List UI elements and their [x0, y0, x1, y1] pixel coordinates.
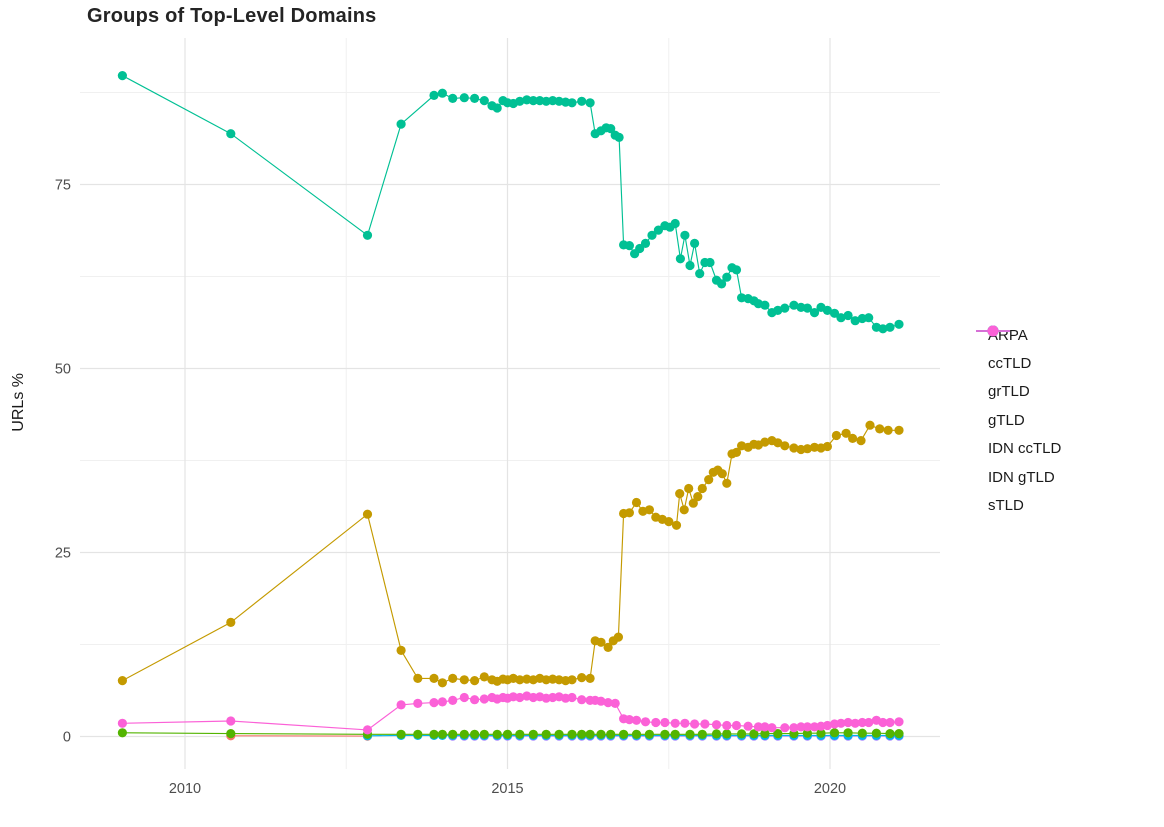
- y-axis-tick-labels: 0 25 50 75: [55, 178, 71, 746]
- legend-label: grTLD: [988, 383, 1030, 401]
- legend-item-gtld: gTLD: [972, 325, 1061, 434]
- legend-key-icon: [976, 325, 1010, 337]
- svg-text:2015: 2015: [491, 781, 523, 797]
- svg-text:0: 0: [63, 730, 71, 746]
- legend: ARPA ccTLD grTLD gTLD IDN ccTLD IDN gTLD sTLD: [972, 321, 1061, 520]
- series-gtld: [117, 71, 904, 334]
- series-grtld: [117, 728, 904, 739]
- legend-label: ccTLD: [988, 355, 1032, 373]
- chart-title: Groups of Top-Level Domains: [87, 5, 377, 27]
- svg-text:2010: 2010: [169, 781, 201, 797]
- legend-label: IDN gTLD: [988, 468, 1055, 486]
- series-stld: [117, 691, 904, 735]
- series-arpa: [226, 731, 373, 741]
- gridlines-minor: [80, 38, 940, 769]
- legend-label: IDN ccTLD: [988, 440, 1062, 458]
- gridlines-major: [80, 38, 940, 769]
- legend-item-idn-cctld: IDN ccTLD: [972, 325, 1062, 463]
- svg-text:2020: 2020: [814, 781, 846, 797]
- series-cctld: [117, 420, 904, 688]
- legend-label: gTLD: [988, 411, 1025, 429]
- legend-item-cctld: ccTLD: [972, 325, 1061, 377]
- legend-item-grtld: grTLD: [972, 325, 1061, 406]
- legend-label: sTLD: [988, 497, 1024, 515]
- x-axis-tick-labels: 2010 2015 2020: [169, 781, 846, 797]
- legend-item-idn-gtld: IDN gTLD: [972, 325, 1061, 491]
- svg-text:75: 75: [55, 178, 71, 194]
- svg-text:25: 25: [55, 546, 71, 562]
- legend-item-stld: sTLD: [972, 325, 1061, 519]
- svg-text:50: 50: [55, 362, 71, 378]
